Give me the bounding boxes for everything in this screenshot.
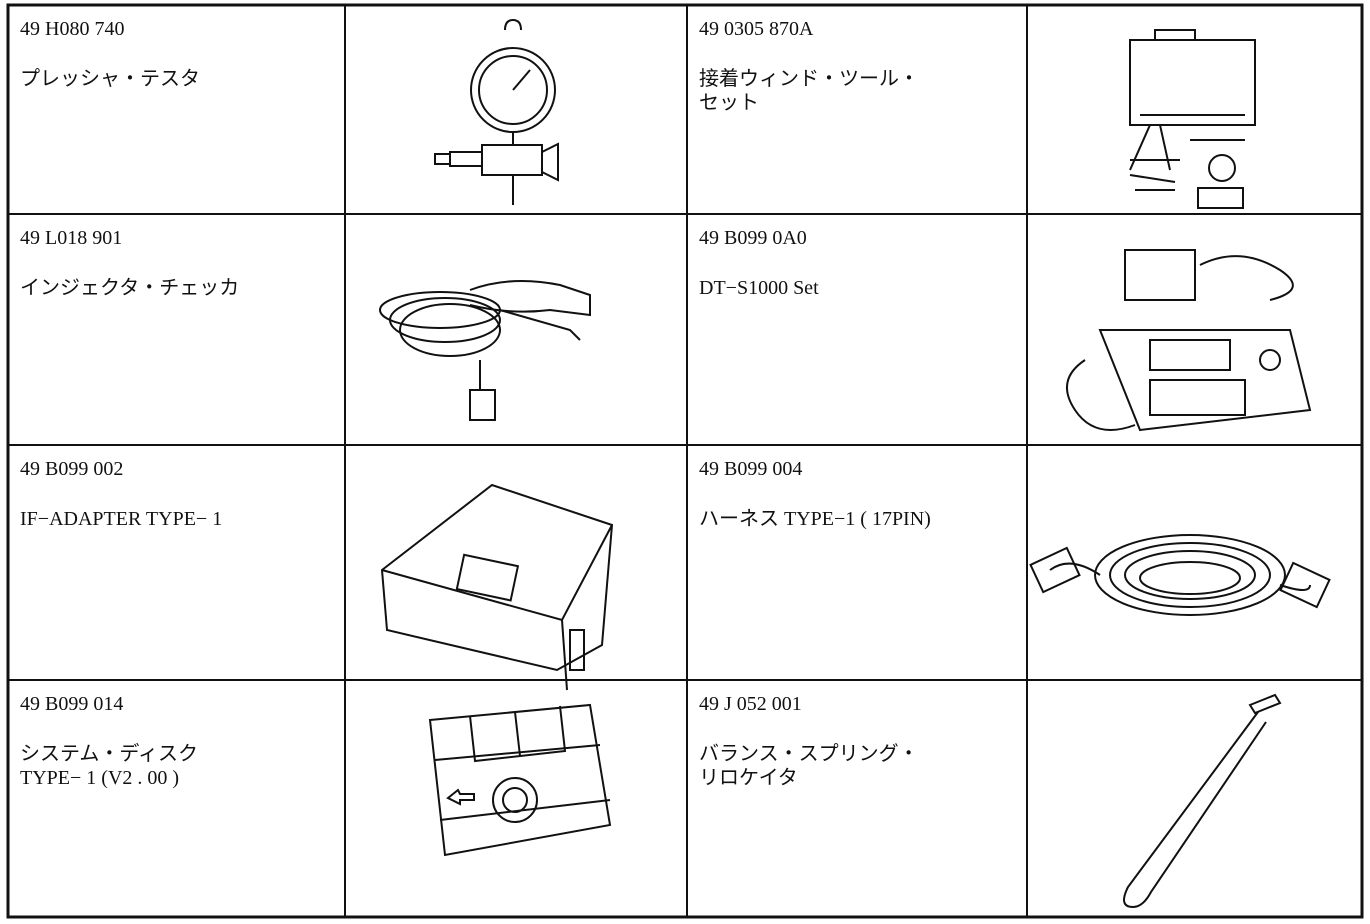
tool-name-line: セット bbox=[699, 92, 759, 114]
tool-name-line: リロケイタ bbox=[699, 767, 798, 789]
system-disk-illustration bbox=[428, 703, 612, 857]
tool-name: ハーネス TYPE−1 ( 17PIN) bbox=[699, 507, 931, 531]
tool-name: プレッシャ・テスタ bbox=[20, 67, 200, 91]
tool-name: バランス・スプリング・ リロケイタ bbox=[699, 742, 919, 790]
windshield-tool-set-illustration bbox=[1129, 29, 1256, 209]
injector-checker-illustration bbox=[379, 280, 591, 421]
pressure-tester-illustration bbox=[434, 18, 559, 205]
tool-name: インジェクタ・チェッカ bbox=[20, 276, 239, 300]
part-number: 49 J 052 001 bbox=[699, 693, 802, 715]
part-number: 49 B099 014 bbox=[20, 693, 124, 715]
tool-name-line: システム・ディスク bbox=[20, 743, 198, 765]
tool-name-line: IF−ADAPTER TYPE− 1 bbox=[20, 508, 223, 530]
tool-name-line: ハーネス TYPE−1 ( 17PIN) bbox=[699, 508, 931, 530]
if-adapter-illustration bbox=[380, 483, 614, 691]
harness-illustration bbox=[1029, 534, 1331, 616]
part-number: 49 H080 740 bbox=[20, 18, 125, 40]
part-number: 49 B099 004 bbox=[699, 458, 803, 480]
tool-name-line: バランス・スプリング・ bbox=[699, 743, 919, 765]
tool-name: IF−ADAPTER TYPE− 1 bbox=[20, 507, 222, 531]
table-grid bbox=[6, 3, 1364, 919]
part-number: 49 B099 002 bbox=[20, 458, 124, 480]
tool-name-line: プレッシャ・テスタ bbox=[20, 68, 200, 90]
tool-name: システム・ディスク TYPE− 1 (V2 . 00 ) bbox=[20, 742, 198, 790]
tool-name: DT−S1000 Set bbox=[699, 276, 819, 300]
dt-s1000-set-illustration bbox=[1066, 249, 1312, 432]
balance-spring-relocator-illustration bbox=[1123, 693, 1282, 909]
part-number: 49 0305 870A bbox=[699, 18, 814, 40]
part-number: 49 B099 0A0 bbox=[699, 227, 807, 249]
part-number: 49 L018 901 bbox=[20, 227, 123, 249]
tool-name-line: 接着ウィンド・ツール・ bbox=[699, 68, 919, 90]
tool-name-line: インジェクタ・チェッカ bbox=[20, 277, 240, 299]
tool-name: 接着ウィンド・ツール・ セット bbox=[699, 67, 919, 115]
tool-name-line: DT−S1000 Set bbox=[699, 277, 819, 299]
tool-name-line: TYPE− 1 (V2 . 00 ) bbox=[20, 767, 180, 789]
